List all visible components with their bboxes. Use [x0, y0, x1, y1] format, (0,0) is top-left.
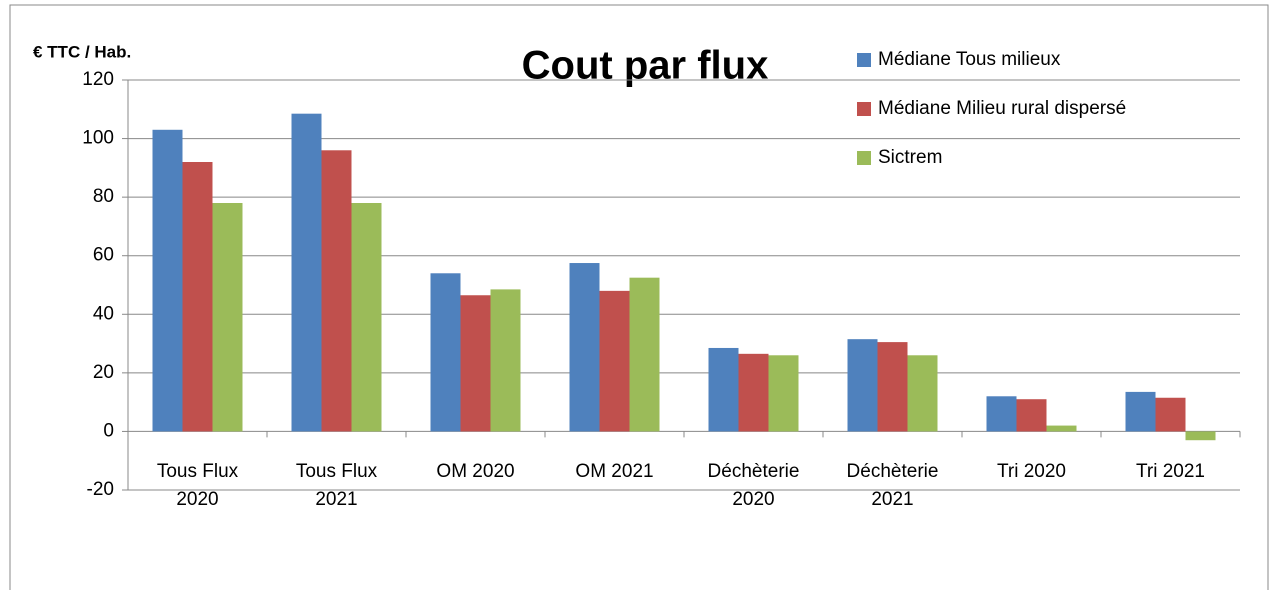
bar — [490, 289, 521, 432]
x-tick-label: Déchèterie 2021 — [846, 461, 939, 510]
x-tick-label: Tous Flux 2020 — [156, 461, 239, 510]
y-tick-label: 80 — [93, 186, 114, 207]
bar — [1185, 431, 1216, 441]
bar — [1046, 425, 1077, 432]
bar — [907, 355, 938, 432]
y-tick-label: 100 — [82, 128, 114, 149]
y-tick-label: 20 — [93, 362, 114, 383]
bar — [1016, 399, 1047, 432]
x-tick-label: OM 2020 — [436, 461, 515, 482]
bar — [768, 355, 799, 432]
legend-label: Médiane Tous milieux — [878, 49, 1061, 70]
legend-label: Médiane Milieu rural dispersé — [878, 98, 1126, 119]
legend-label: Sictrem — [878, 147, 942, 168]
y-tick-label: 120 — [82, 69, 114, 90]
bar — [182, 162, 213, 432]
y-tick-label: 40 — [93, 303, 114, 324]
y-tick-label: 60 — [93, 245, 114, 266]
bar — [351, 203, 382, 432]
bar — [1125, 391, 1156, 432]
bar — [986, 396, 1017, 432]
bar — [152, 129, 183, 432]
bar — [460, 295, 491, 432]
chart-title: Cout par flux — [522, 44, 769, 88]
bar — [629, 277, 660, 432]
x-tick-label: Tri 2020 — [997, 461, 1066, 482]
bar — [738, 353, 769, 432]
legend-swatch — [857, 151, 871, 165]
y-tick-label: 0 — [103, 420, 114, 441]
legend-swatch — [857, 53, 871, 67]
y-axis-title: € TTC / Hab. — [33, 42, 131, 61]
bar — [321, 150, 352, 432]
legend-swatch — [857, 102, 871, 116]
bar — [847, 339, 878, 432]
y-tick-label: -20 — [87, 479, 114, 500]
bar — [1155, 397, 1186, 432]
bar — [877, 342, 908, 432]
x-tick-label: Déchèterie 2020 — [707, 461, 800, 510]
bar — [212, 203, 243, 432]
x-tick-label: Tri 2021 — [1136, 461, 1205, 482]
bar — [569, 263, 600, 432]
x-tick-label: Tous Flux 2021 — [295, 461, 378, 510]
bar — [599, 290, 630, 432]
bar — [708, 347, 739, 432]
bar — [430, 273, 461, 432]
x-tick-label: OM 2021 — [575, 461, 654, 482]
bar — [291, 113, 322, 432]
